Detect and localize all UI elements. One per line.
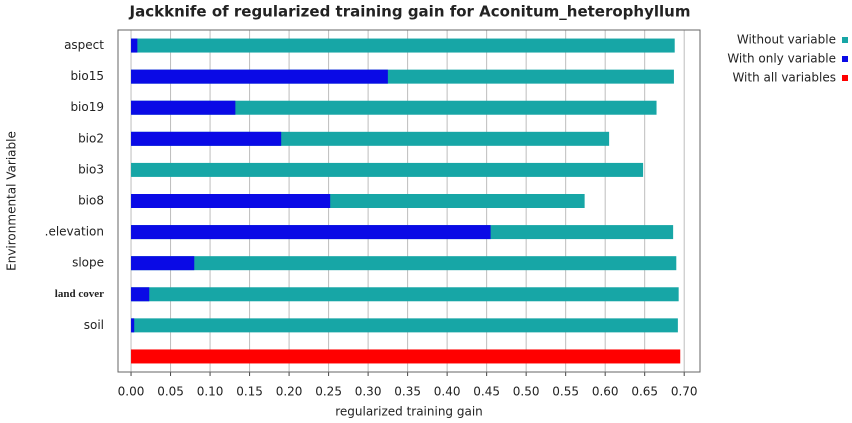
x-tick-label: 0.70 (671, 385, 698, 399)
bar (131, 38, 675, 53)
bar (131, 225, 491, 240)
x-tick-label: 0.25 (315, 385, 342, 399)
plot-frame (117, 29, 701, 373)
x-tick-label: 0.20 (276, 385, 303, 399)
bar (131, 100, 236, 115)
bar (131, 100, 657, 115)
bar (131, 162, 644, 177)
x-tick-label: 0.50 (513, 385, 540, 399)
legend-label: Without variable (737, 33, 836, 47)
legend-label: With all variables (732, 71, 836, 85)
y-tick-label: bio15 (70, 69, 104, 83)
x-axis-label: regularized training gain (335, 405, 483, 419)
bar (131, 69, 388, 84)
bar (131, 256, 195, 271)
y-tick-label: bio2 (78, 131, 104, 145)
bar (131, 318, 678, 333)
bar (131, 349, 681, 364)
y-tick-label: bio19 (70, 100, 104, 114)
legend-swatch (842, 37, 848, 43)
legend-swatch (842, 75, 848, 81)
chart-title: Jackknife of regularized training gain f… (129, 3, 691, 21)
y-tick-label: .elevation (45, 225, 104, 239)
y-tick-label: soil (84, 318, 104, 332)
y-tick-label: bio3 (78, 162, 104, 176)
bar (131, 38, 138, 53)
x-tick-label: 0.60 (592, 385, 619, 399)
bar (131, 287, 679, 302)
y-tick-label: land cover (55, 288, 104, 300)
x-tick-label: 0.05 (157, 385, 184, 399)
bar (131, 256, 677, 271)
legend-label: With only variable (727, 52, 836, 66)
y-tick-label: slope (72, 256, 104, 270)
y-axis-label: Environmental Variable (5, 131, 19, 271)
bar (131, 287, 150, 302)
legend-swatch (842, 56, 848, 62)
x-tick-label: 0.35 (394, 385, 421, 399)
x-tick-label: 0.55 (552, 385, 579, 399)
bar (131, 318, 135, 333)
y-tick-label: aspect (64, 38, 104, 52)
x-tick-label: 0.65 (631, 385, 658, 399)
x-tick-label: 0.00 (118, 385, 145, 399)
bar (131, 131, 282, 146)
x-tick-label: 0.45 (473, 385, 500, 399)
bar (131, 194, 331, 208)
x-tick-label: 0.15 (236, 385, 263, 399)
x-tick-label: 0.30 (355, 385, 382, 399)
y-tick-label: bio8 (78, 194, 104, 208)
x-tick-label: 0.40 (434, 385, 461, 399)
x-tick-label: 0.10 (197, 385, 224, 399)
